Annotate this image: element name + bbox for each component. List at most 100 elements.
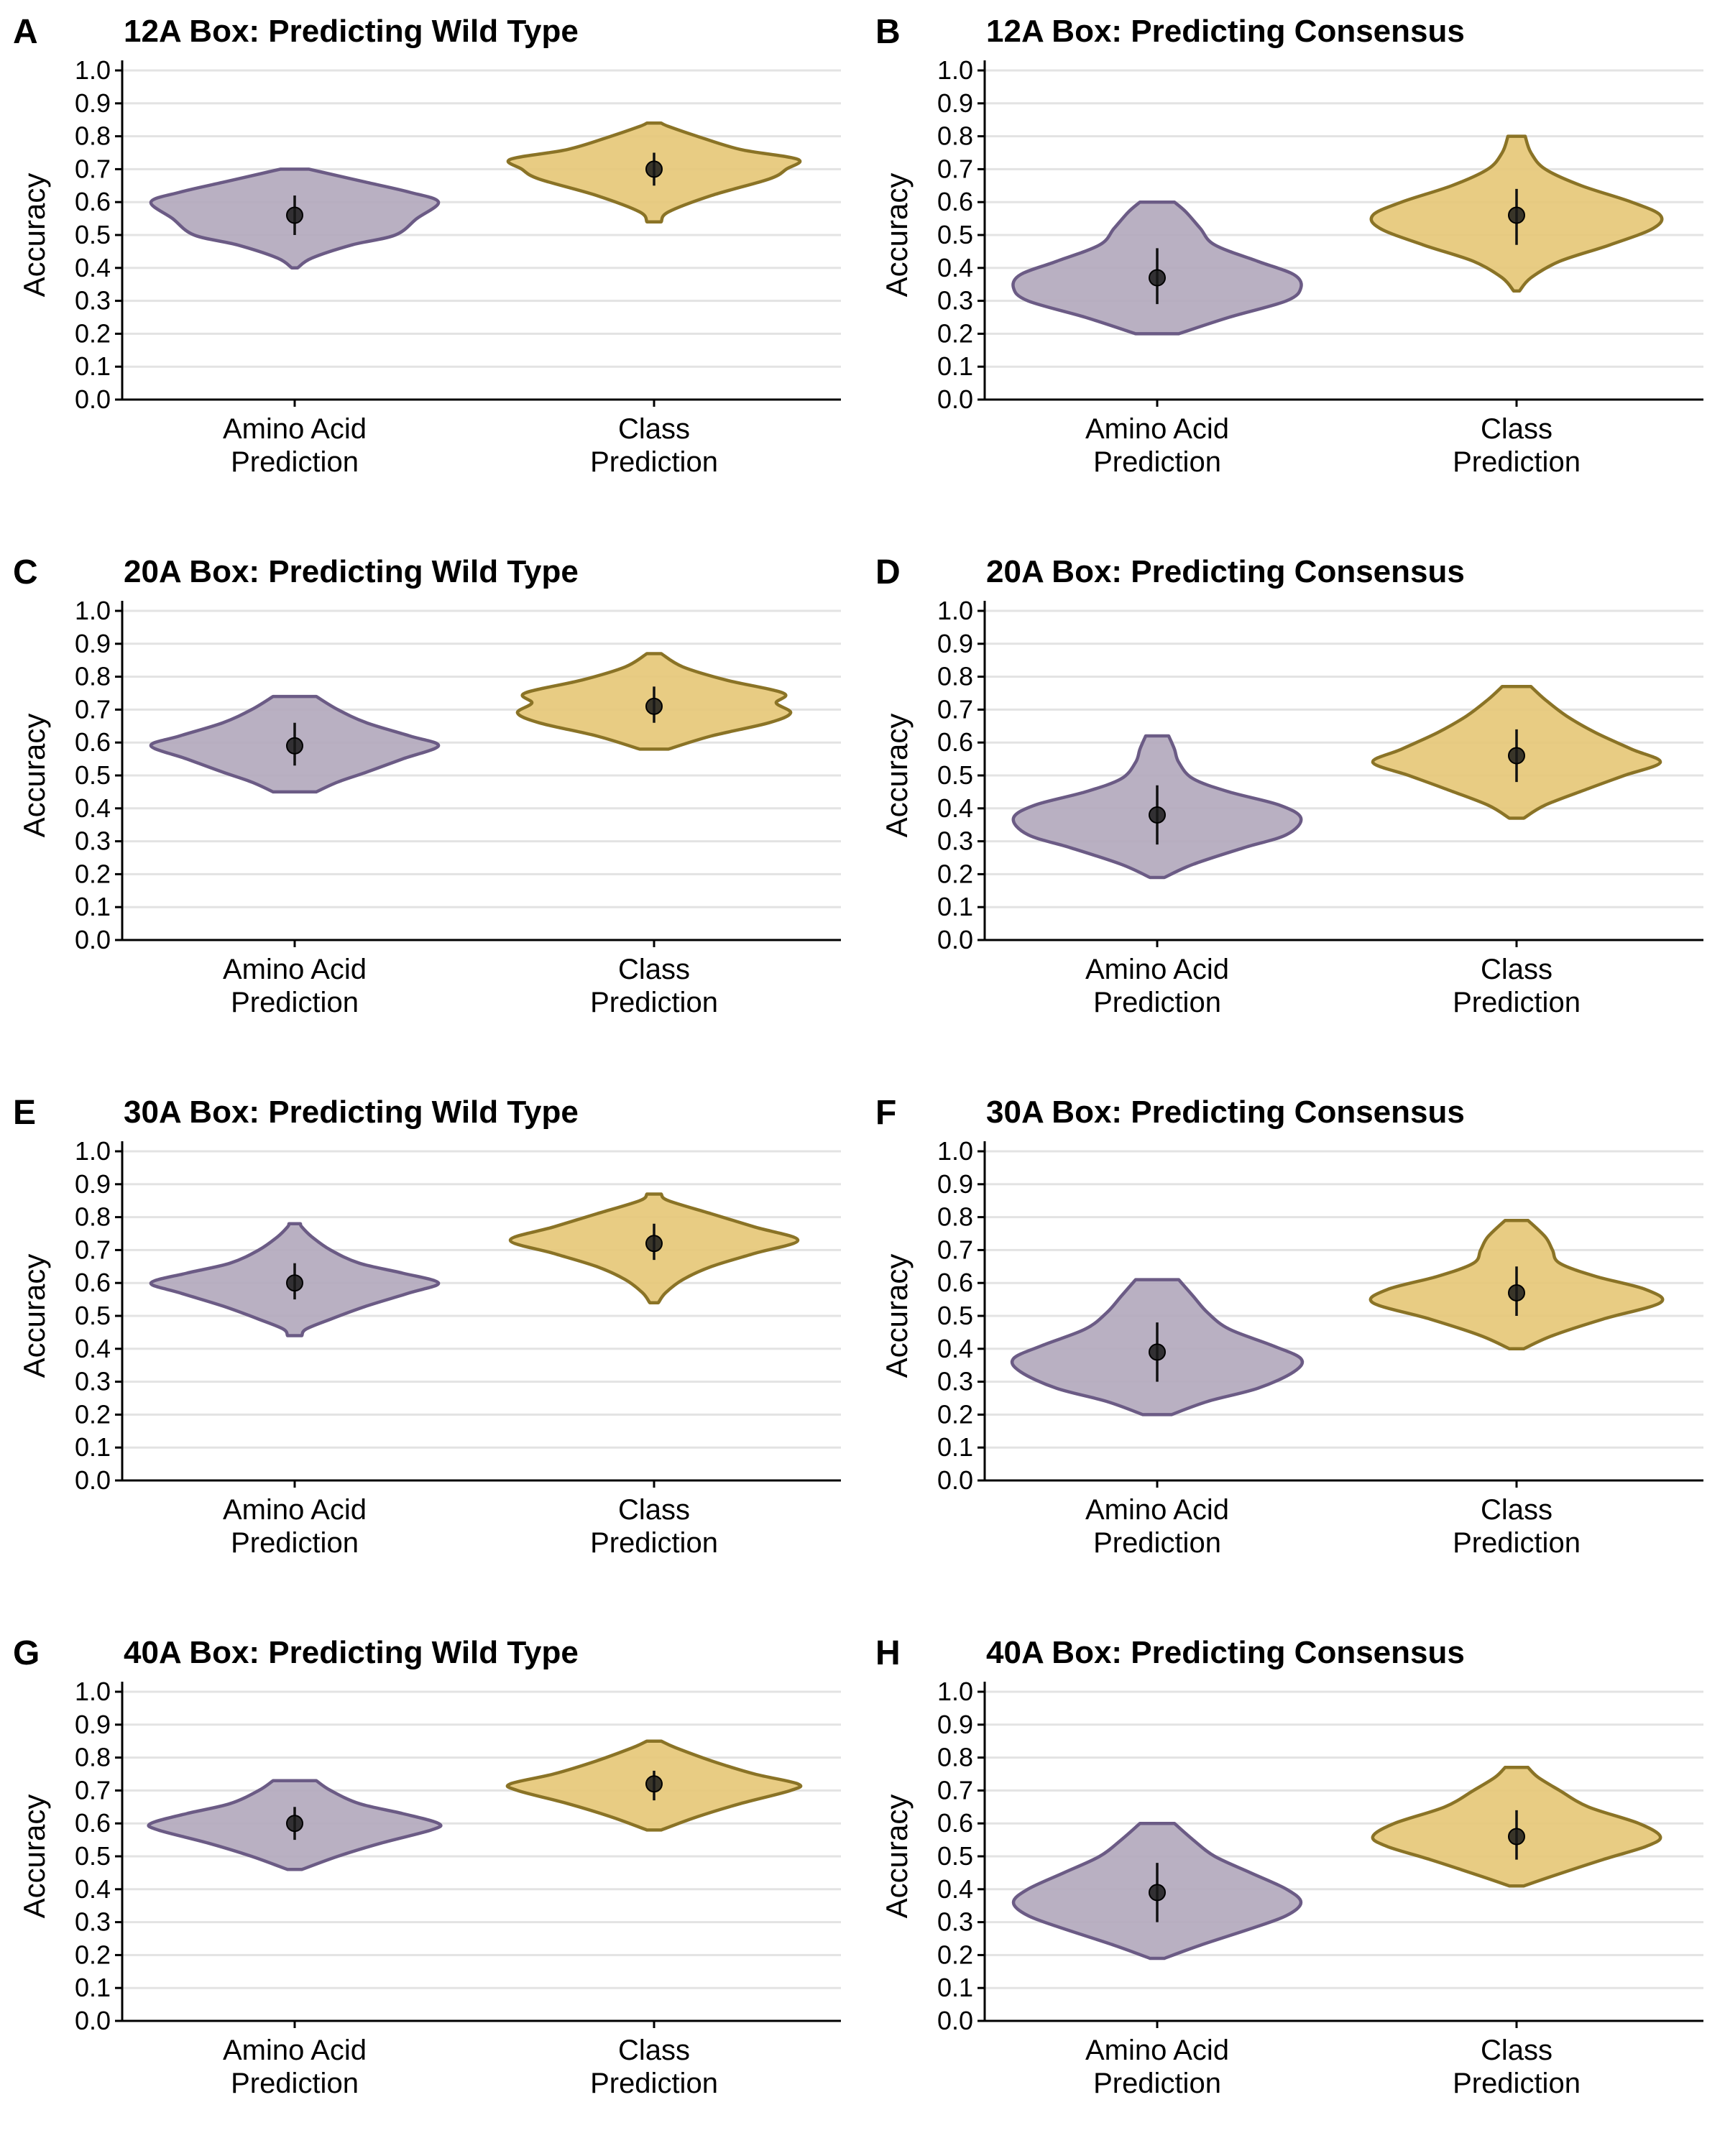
- y-tick-label: 0.3: [937, 826, 973, 856]
- panel-title: 30A Box: Predicting Consensus: [986, 1095, 1465, 1130]
- x-category-label: Amino Acid Prediction: [223, 2035, 367, 2099]
- x-category-label-line: Prediction: [1453, 446, 1581, 478]
- axis-lines: [121, 1141, 841, 1482]
- y-tick-label: 0.2: [75, 859, 111, 888]
- mean-point: [645, 1235, 663, 1253]
- axis-lines: [983, 1141, 1703, 1482]
- axis-lines: [983, 1682, 1703, 2022]
- y-tick-label: 0.1: [937, 892, 973, 921]
- x-category-label-line: Prediction: [1453, 2068, 1581, 2099]
- y-tick-label: 0.6: [75, 1268, 111, 1297]
- y-tick-label: 0.0: [75, 925, 111, 954]
- y-tick-label: 0.7: [937, 1775, 973, 1805]
- y-tick-label: 0.8: [937, 662, 973, 691]
- y-tick-label: 0.5: [75, 760, 111, 790]
- mean-point: [645, 1775, 663, 1793]
- y-tick-label: 0.9: [937, 1710, 973, 1739]
- y-tick-label: 0.7: [75, 1235, 111, 1264]
- x-category-label-line: Prediction: [590, 1527, 718, 1559]
- y-tick-label: 0.0: [937, 2006, 973, 2035]
- y-tick-label: 1.0: [75, 596, 111, 625]
- y-axis-title: Accuracy: [17, 714, 51, 838]
- y-tick-label: 0.4: [75, 1334, 111, 1363]
- x-category-label-line: Amino Acid: [223, 2035, 367, 2066]
- x-category-label-line: Amino Acid: [223, 1494, 367, 1526]
- y-tick-label: 0.4: [75, 1874, 111, 1904]
- y-tick-label: 0.3: [75, 1367, 111, 1396]
- panel-letter: A: [13, 13, 38, 51]
- x-category-label: Amino Acid Prediction: [1085, 954, 1229, 1018]
- y-tick-label: 0.4: [75, 253, 111, 282]
- y-axis-title: Accuracy: [17, 173, 51, 298]
- y-tick-label: 0.5: [75, 220, 111, 249]
- x-category-label-line: Class: [618, 1494, 690, 1526]
- y-tick-label: 1.0: [937, 55, 973, 85]
- y-tick-label: 0.5: [937, 760, 973, 790]
- axis-lines: [121, 60, 841, 401]
- y-tick-label: 0.5: [937, 1841, 973, 1871]
- x-category-label-line: Amino Acid: [223, 413, 367, 445]
- mean-point: [286, 1274, 303, 1292]
- y-tick-label: 0.7: [75, 1775, 111, 1805]
- y-tick-label: 0.2: [75, 1399, 111, 1429]
- x-category-label-line: Prediction: [231, 2068, 359, 2099]
- y-tick-label: 0.8: [937, 1743, 973, 1772]
- mean-point: [286, 206, 303, 224]
- x-category-label-line: Prediction: [1093, 446, 1221, 478]
- y-tick-label: 1.0: [937, 1677, 973, 1706]
- y-tick-label: 0.0: [937, 925, 973, 954]
- axis-lines: [121, 1682, 841, 2022]
- x-category-label-line: Amino Acid: [223, 954, 367, 985]
- y-tick-label: 0.0: [75, 384, 111, 414]
- y-tick-label: 1.0: [937, 1136, 973, 1166]
- y-tick-label: 0.1: [75, 892, 111, 921]
- chart-panel-d: 0.0 0.1 0.2 0.30.40.50.60.7 0.8 0.9 1.0 D 20A Bo…: [875, 553, 1703, 1018]
- y-axis-title: Accuracy: [880, 714, 914, 838]
- y-tick-label: 0.0: [75, 2006, 111, 2035]
- y-tick-label: 0.7: [937, 694, 973, 724]
- mean-point: [286, 1815, 303, 1833]
- y-tick-label: 0.8: [937, 121, 973, 151]
- y-tick-label: 1.0: [937, 596, 973, 625]
- panel-letter: E: [13, 1094, 36, 1132]
- chart-panel-c: 0.0 0.1 0.2 0.30.40.50.60.7 0.8 0.9 1.0 C 20A Bo…: [13, 553, 841, 1018]
- y-tick-label: 0.3: [75, 286, 111, 315]
- y-axis-title: Accuracy: [17, 1254, 51, 1378]
- mean-point: [645, 697, 663, 715]
- x-category-label-line: Prediction: [231, 446, 359, 478]
- mean-point: [645, 160, 663, 178]
- x-category-label-line: Class: [1481, 1494, 1552, 1526]
- y-tick-label: 0.7: [937, 154, 973, 183]
- panel-title: 12A Box: Predicting Wild Type: [124, 14, 579, 49]
- y-tick-label: 0.6: [937, 1808, 973, 1838]
- chart-panel-a: 0.00.10.2 0.3 0.4 0.5 0.6 0.7 0.80.91.0 A 12A Bo…: [13, 13, 841, 478]
- mean-point: [1149, 269, 1166, 287]
- x-category-label-line: Amino Acid: [1085, 2035, 1229, 2066]
- chart-panel-g: 0.0 0.1 0.2 0.30.40.50.60.7 0.8 0.9 1.0 G 40A Bo…: [13, 1634, 841, 2099]
- y-tick-label: 0.5: [75, 1301, 111, 1330]
- y-axis-title: Accuracy: [880, 1254, 914, 1378]
- panel-title: 40A Box: Predicting Consensus: [986, 1635, 1465, 1670]
- y-tick-label: 0.4: [937, 253, 973, 282]
- x-category-label-line: Class: [618, 2035, 690, 2066]
- x-category-label: Class Prediction: [1453, 2035, 1581, 2099]
- y-tick-label: 1.0: [75, 1677, 111, 1706]
- panel-letter: B: [875, 13, 901, 51]
- x-category-label: Amino Acid Prediction: [223, 1494, 367, 1559]
- y-tick-label: 0.2: [75, 318, 111, 348]
- x-category-label-line: Prediction: [590, 446, 718, 478]
- y-tick-label: 0.0: [937, 384, 973, 414]
- x-category-label-line: Amino Acid: [1085, 954, 1229, 985]
- y-tick-label: 0.2: [75, 1940, 111, 1969]
- x-category-label-line: Class: [1481, 413, 1552, 445]
- y-tick-label: 0.9: [937, 1169, 973, 1199]
- mean-point: [1508, 1284, 1525, 1302]
- x-category-label-line: Prediction: [590, 987, 718, 1018]
- y-tick-label: 0.6: [75, 727, 111, 757]
- x-category-label: Class Prediction: [1453, 954, 1581, 1018]
- axis-lines: [983, 60, 1703, 401]
- y-tick-label: 0.1: [937, 1432, 973, 1462]
- y-tick-label: 0.3: [75, 826, 111, 856]
- y-tick-label: 0.8: [75, 1743, 111, 1772]
